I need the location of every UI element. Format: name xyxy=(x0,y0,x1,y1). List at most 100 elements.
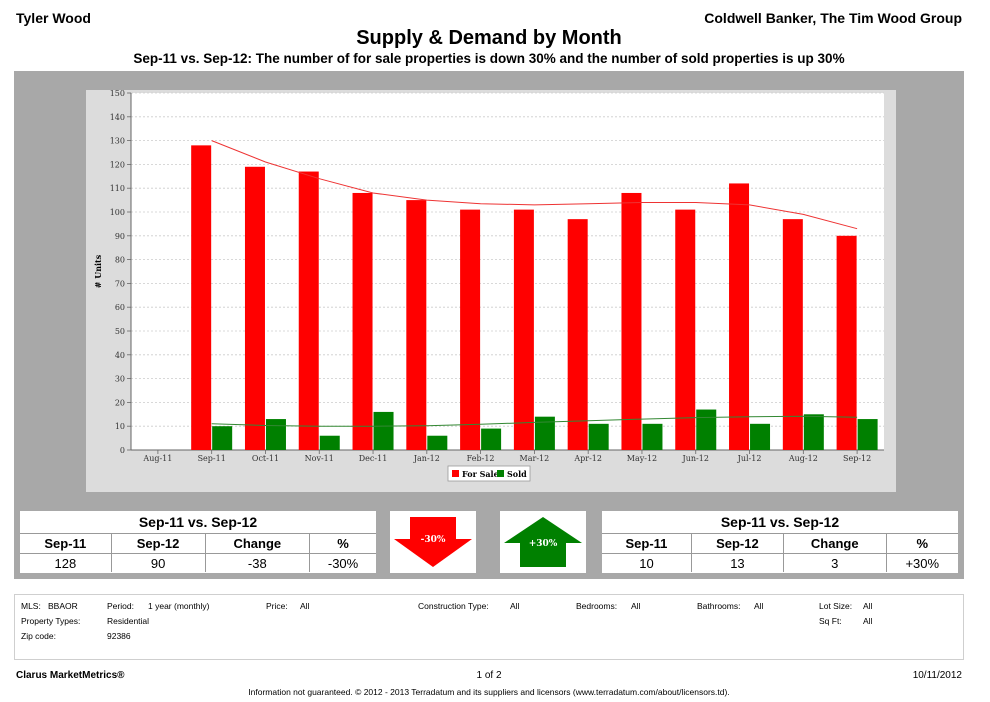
sold-bar xyxy=(803,414,824,450)
mls-value: BBAOR xyxy=(48,601,78,611)
for-sale-header-change: Change xyxy=(205,534,311,554)
x-tick-label: Dec-11 xyxy=(359,454,388,463)
bathrooms-value: All xyxy=(754,601,764,611)
x-tick-label: Nov-11 xyxy=(305,454,334,463)
y-axis-label: # Units xyxy=(93,254,103,288)
for-sale-bar xyxy=(513,209,534,450)
price-label: Price: xyxy=(266,601,288,611)
y-tick-label: 130 xyxy=(110,137,125,146)
x-tick-label: Jan-12 xyxy=(413,454,440,463)
for-sale-value-percent: -30% xyxy=(327,555,359,571)
sold-bar xyxy=(588,423,609,450)
for-sale-bar xyxy=(191,145,212,451)
x-tick-label: Sep-11 xyxy=(198,454,226,463)
supply-demand-chart: 0 10 20 30 40 50 60 70 80 90 100 110 120 130 140 150 # U… xyxy=(93,90,884,482)
for-sale-bar xyxy=(729,183,750,450)
for-sale-value-change: -38 xyxy=(205,553,311,572)
y-tick-label: 30 xyxy=(115,375,125,384)
y-tick-label: 140 xyxy=(110,113,125,122)
mls-label: MLS: xyxy=(21,601,41,611)
y-tick-label: 70 xyxy=(115,279,125,288)
page-indicator: 1 of 2 xyxy=(476,670,502,681)
y-tick-label: 80 xyxy=(115,256,125,265)
x-tick-label: Sep-12 xyxy=(843,454,871,463)
for-sale-header-start: Sep-11 xyxy=(20,534,112,554)
up-arrow-label: +30% xyxy=(529,539,558,549)
x-tick-label: Aug-11 xyxy=(142,454,172,463)
bedrooms-value: All xyxy=(631,601,641,611)
lot-size-value: All xyxy=(863,601,873,611)
sold-header-start: Sep-11 xyxy=(602,534,692,554)
for-sale-bar xyxy=(406,200,427,450)
construction-label: Construction Type: xyxy=(418,601,489,611)
for-sale-value-start: 128 xyxy=(20,553,112,572)
disclaimer: Information not guaranteed. © 2012 - 201… xyxy=(248,687,730,697)
for-sale-bar xyxy=(352,192,373,450)
sold-bar xyxy=(265,419,286,450)
arrow-down-icon: -30% xyxy=(394,517,472,567)
lot-size-label: Lot Size: xyxy=(819,601,853,611)
sold-value-start: 10 xyxy=(602,553,692,572)
for-sale-bar xyxy=(460,209,481,450)
y-tick-label: 120 xyxy=(110,160,125,169)
y-tick-label: 0 xyxy=(120,446,125,455)
x-tick-label: May-12 xyxy=(627,454,657,463)
y-tick-label: 150 xyxy=(110,90,125,98)
legend-swatch-sold xyxy=(497,470,504,477)
sold-value-end: 13 xyxy=(691,553,784,572)
x-tick-label: Apr-12 xyxy=(573,454,602,463)
sold-value-percent: +30% xyxy=(905,555,940,571)
sold-value-change: 3 xyxy=(783,553,887,572)
period-value: 1 year (monthly) xyxy=(148,601,210,611)
y-tick-label: 50 xyxy=(115,327,125,336)
for-sale-bar xyxy=(298,171,319,450)
y-tick-label: 40 xyxy=(115,351,125,360)
down-arrow-label: -30% xyxy=(421,535,446,545)
for-sale-bar xyxy=(567,219,588,450)
report-title: Supply & Demand by Month xyxy=(356,27,622,49)
for-sale-bar xyxy=(244,166,265,450)
y-tick-label: 60 xyxy=(115,303,125,312)
for-sale-bar xyxy=(675,209,696,450)
arrow-up-icon: +30% xyxy=(504,517,582,567)
for-sale-summary: Sep-11 vs. Sep-12 Sep-11 Sep-12 Change %… xyxy=(20,511,376,573)
for-sale-header-end: Sep-12 xyxy=(111,534,206,554)
for-sale-trendline xyxy=(211,140,858,230)
period-label: Period: xyxy=(107,601,134,611)
agent-name: Tyler Wood xyxy=(16,10,91,26)
for-sale-header-percent: % xyxy=(309,534,376,554)
y-tick-label: 110 xyxy=(110,184,125,193)
bathrooms-label: Bathrooms: xyxy=(697,601,741,611)
sold-bar xyxy=(319,435,340,450)
x-tick-label: Feb-12 xyxy=(467,454,495,463)
for-sale-bar xyxy=(836,235,857,450)
plot-area xyxy=(131,93,884,450)
sold-summary: Sep-11 vs. Sep-12 Sep-11 Sep-12 Change %… xyxy=(602,511,958,573)
for-sale-summary-title: Sep-11 vs. Sep-12 xyxy=(20,511,376,534)
brokerage-name: Coldwell Banker, The Tim Wood Group xyxy=(704,10,962,26)
sold-bar xyxy=(534,416,555,450)
x-tick-label: Mar-12 xyxy=(520,454,550,463)
y-tick-label: 20 xyxy=(115,398,125,407)
x-tick-label: Oct-11 xyxy=(252,454,279,463)
sold-bar xyxy=(373,411,394,450)
sold-bar xyxy=(696,409,717,450)
footer-brand: Clarus MarketMetrics® xyxy=(16,670,125,681)
sold-bar xyxy=(642,423,663,450)
price-value: All xyxy=(300,601,310,611)
x-tick-label: Jun-12 xyxy=(682,454,709,463)
property-types-value: Residential xyxy=(107,616,150,626)
down-arrow-box: -30% xyxy=(390,511,476,573)
x-tick-label: Jul-12 xyxy=(737,454,762,463)
zip-code-label: Zip code: xyxy=(21,631,56,641)
x-tick-label: Aug-12 xyxy=(788,454,818,463)
sold-trendline xyxy=(211,415,858,427)
sold-bar xyxy=(481,428,502,450)
legend-label-for-sale: For Sale xyxy=(462,469,499,479)
sold-summary-title: Sep-11 vs. Sep-12 xyxy=(602,511,958,534)
report-subtitle: Sep-11 vs. Sep-12: The number of for sal… xyxy=(133,51,845,66)
for-sale-bar xyxy=(782,219,803,450)
sold-header-end: Sep-12 xyxy=(691,534,784,554)
construction-value: All xyxy=(510,601,520,611)
y-tick-label: 100 xyxy=(110,208,125,217)
